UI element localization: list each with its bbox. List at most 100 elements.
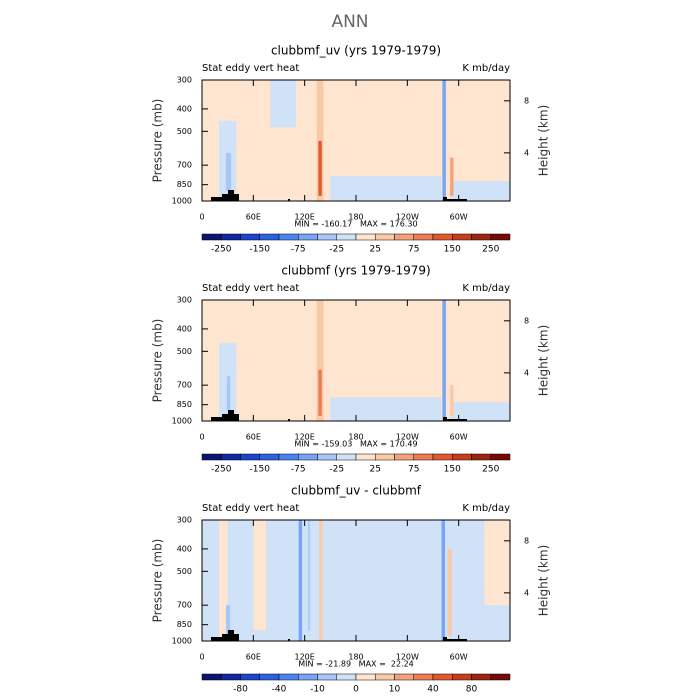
x-tick-label: 60W [450,653,468,662]
colorbar-box [375,453,395,461]
colorbar-box [317,453,337,461]
contour-region [441,520,445,641]
colorbar-box [432,673,453,681]
colorbar-box [259,453,280,461]
contour-region [450,385,454,416]
y-tick-label: 300 [177,296,192,305]
x-tick-label: 120W [396,213,419,222]
x-tick-label: 60E [246,653,261,662]
right-label: K mb/day [462,283,510,294]
topography [211,190,467,201]
x-tick-label: 120E [295,433,315,442]
colorbar-box [452,453,472,461]
y2-axis-label: Height (km) [537,105,551,176]
colorbar-box [394,453,414,461]
y-tick-label: 500 [177,347,192,356]
y-tick-label: 700 [177,161,192,170]
colorbar-label: -250 [211,245,232,255]
contour-region [298,520,303,641]
colorbar-label: 150 [444,465,461,475]
y-axis-label: Pressure (mb) [151,99,165,183]
y2-tick-label: 8 [524,316,529,325]
contour-region [270,80,297,128]
colorbar-box [221,453,241,461]
colorbar-box [201,233,222,241]
stats: MIN = -160.17 MAX = 176.30 [294,220,417,229]
y-tick-label: 500 [177,567,192,576]
colorbar-box [259,673,280,681]
field [202,520,510,641]
x-tick-label: 60W [450,433,468,442]
colorbar-label: 250 [482,465,499,475]
x-tick-label: 0 [199,213,204,222]
y-tick-label: 1000 [172,417,192,426]
y2-axis-label: Height (km) [537,325,551,396]
colorbar-label: -25 [329,465,344,475]
colorbar-box [317,673,337,681]
x-tick-label: 120W [396,433,419,442]
colorbar-label: 25 [370,245,381,255]
colorbar-label: -25 [329,245,344,255]
y-tick-label: 1000 [172,637,192,646]
contour-region [308,520,310,631]
colorbar-label: 150 [444,245,461,255]
topography [211,630,467,641]
field [202,80,510,201]
colorbar-box [317,233,337,241]
colorbar-label: -150 [250,245,271,255]
y-tick-label: 850 [177,180,192,189]
contour-region [442,80,446,201]
contour-region [318,369,322,416]
contour-region [316,300,324,421]
contour-region [330,176,442,201]
colorbar-box [336,673,357,681]
colorbar-box [336,453,357,461]
y-tick-label: 400 [177,104,192,113]
x-tick-label: 180 [348,213,363,222]
y2-tick-label: 4 [524,148,529,157]
panel-title: clubbmf_uv (yrs 1979-1979) [271,44,441,58]
colorbar-box [471,673,491,681]
left-label: Stat eddy vert heat [202,63,299,74]
y2-tick-label: 4 [524,588,529,597]
contour-region [450,402,510,421]
contour-region [318,140,322,196]
colorbar-box [201,673,222,681]
panel-title: clubbmf (yrs 1979-1979) [281,264,430,278]
colorbar-box [432,453,453,461]
y2-axis-label: Height (km) [537,545,551,616]
y-tick-label: 1000 [172,197,192,206]
left-label: Stat eddy vert heat [202,283,299,294]
y-tick-label: 700 [177,601,192,610]
contour-region [219,520,228,641]
colorbar-box [375,673,395,681]
y-tick-label: 500 [177,127,192,136]
colorbar-box [452,233,472,241]
contour-region [484,520,510,606]
y2-tick-label: 8 [524,96,529,105]
left-label: Stat eddy vert heat [202,503,299,514]
colorbar-box [240,233,260,241]
y-axis-label: Pressure (mb) [151,539,165,623]
colorbar-box [452,673,472,681]
x-tick-label: 180 [348,433,363,442]
y-tick-label: 300 [177,516,192,525]
colorbar-label: 40 [427,685,439,695]
colorbar-box [394,233,414,241]
colorbar-label: 80 [466,685,478,695]
y2-tick-label: 4 [524,368,529,377]
colorbar-box [355,453,376,461]
contour-region [330,397,442,421]
main-title: ANN [331,12,368,32]
colorbar-box [240,453,260,461]
colorbar-box [413,233,434,241]
colorbar-box [221,673,241,681]
colorbar-box [355,673,376,681]
colorbar-box [490,233,511,241]
colorbar-box [259,233,280,241]
contour-region [202,520,510,641]
topography [211,410,467,421]
y-tick-label: 400 [177,544,192,553]
colorbar-box [336,233,357,241]
